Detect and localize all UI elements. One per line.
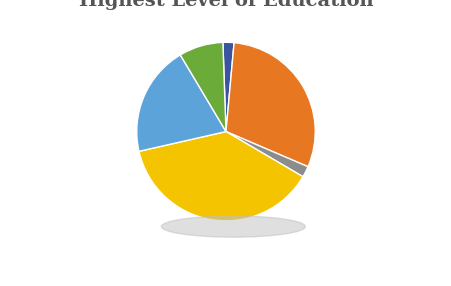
Wedge shape bbox=[222, 42, 234, 132]
Wedge shape bbox=[226, 43, 314, 167]
Title: Highest Level of Education: Highest Level of Education bbox=[78, 0, 373, 10]
Wedge shape bbox=[226, 132, 307, 177]
Wedge shape bbox=[180, 42, 226, 132]
Wedge shape bbox=[137, 55, 226, 151]
Ellipse shape bbox=[161, 216, 305, 237]
Wedge shape bbox=[138, 132, 302, 221]
